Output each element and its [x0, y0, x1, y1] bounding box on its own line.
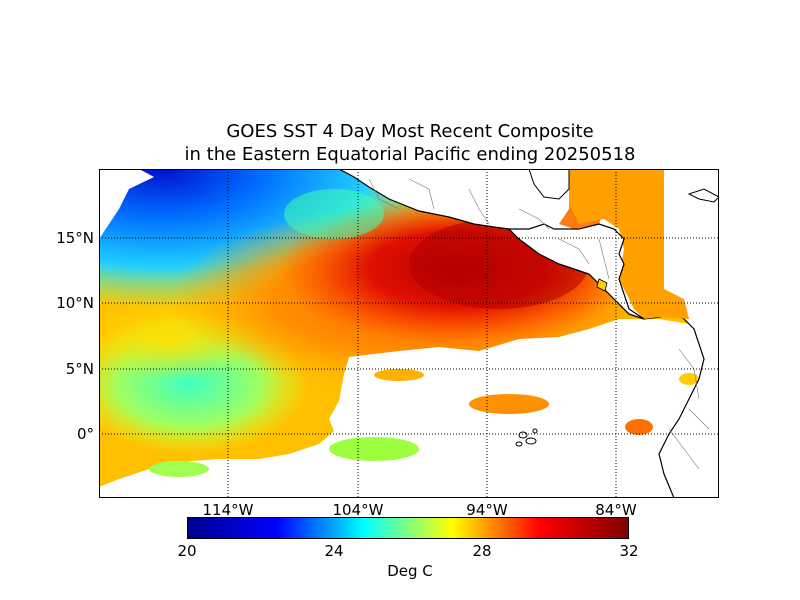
land-yucatan: [528, 169, 570, 200]
colorbar-label: Deg C: [387, 562, 433, 580]
lon-label-104w: 104°W: [332, 501, 384, 519]
country-borders: [368, 178, 710, 470]
map-frame: [99, 169, 719, 498]
colorbar-tick-20: 20: [177, 542, 197, 560]
land-central-america: [507, 223, 645, 320]
lat-label-5n: 5°N: [65, 360, 94, 378]
land-cuba: [687, 188, 719, 203]
title-line-2: in the Eastern Equatorial Pacific ending…: [184, 144, 636, 165]
colorbar: [187, 517, 629, 539]
colorbar-tick-32: 32: [619, 542, 639, 560]
lat-label-15n: 15°N: [56, 229, 94, 247]
sst-warm-patches: [149, 369, 699, 477]
title-line-1: GOES SST 4 Day Most Recent Composite: [226, 121, 594, 142]
colorbar-tick-24: 24: [324, 542, 344, 560]
lon-label-94w: 94°W: [466, 501, 508, 519]
lat-label-0: 0°: [76, 425, 94, 443]
lon-label-84w: 84°W: [595, 501, 637, 519]
lon-label-114w: 114°W: [202, 501, 254, 519]
lake-nicaragua: [596, 278, 608, 292]
lat-label-10n: 10°N: [56, 294, 94, 312]
sst-green-coast: [284, 189, 384, 239]
sst-caribbean-east: [569, 169, 689, 319]
colorbar-tick-28: 28: [472, 542, 492, 560]
graticule: [99, 169, 719, 498]
sst-map: [99, 169, 719, 498]
